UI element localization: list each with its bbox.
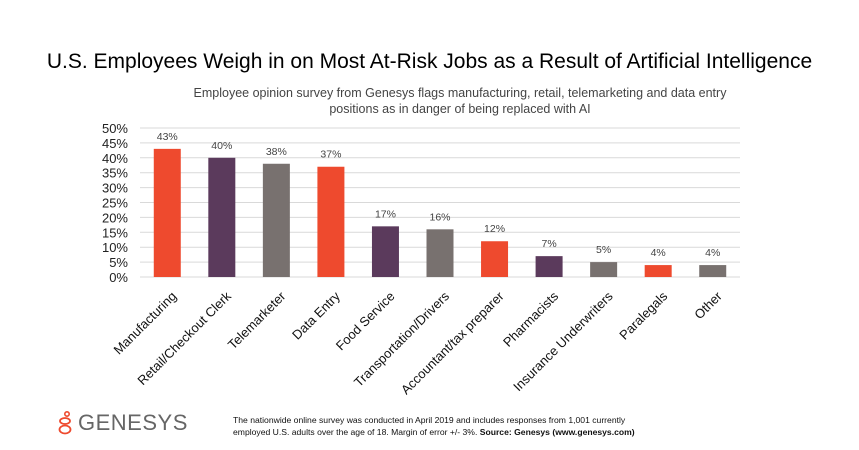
x-tick-label: Insurance Underwriters bbox=[510, 288, 616, 394]
data-label: 40% bbox=[211, 140, 232, 152]
bar bbox=[262, 163, 290, 277]
bar bbox=[644, 265, 672, 277]
data-label: 37% bbox=[320, 149, 341, 161]
data-label: 4% bbox=[651, 247, 666, 259]
footnote: The nationwide online survey was conduct… bbox=[233, 414, 653, 438]
y-tick-label: 40% bbox=[102, 151, 128, 166]
y-tick-label: 10% bbox=[102, 240, 128, 255]
data-label: 4% bbox=[705, 247, 720, 259]
x-tick-label: Accountant/tax preparer bbox=[398, 288, 507, 397]
x-tick-label: Retail/Checkout Clerk bbox=[134, 288, 234, 388]
y-tick-label: 0% bbox=[109, 270, 128, 285]
data-label: 7% bbox=[541, 238, 556, 250]
x-tick-label: Telemarketer bbox=[225, 288, 289, 352]
bar bbox=[426, 229, 454, 277]
footnote-text: The nationwide online survey was conduct… bbox=[233, 415, 626, 437]
bar bbox=[371, 226, 399, 277]
x-tick-label: Data Entry bbox=[289, 288, 343, 342]
data-label: 16% bbox=[429, 211, 450, 223]
data-label: 43% bbox=[157, 131, 178, 143]
bar bbox=[153, 148, 181, 277]
y-tick-label: 45% bbox=[102, 136, 128, 151]
x-tick-label: Transportation/Drivers bbox=[351, 288, 453, 390]
bar bbox=[317, 166, 345, 277]
bar bbox=[535, 256, 563, 277]
y-tick-label: 15% bbox=[102, 225, 128, 240]
y-tick-label: 50% bbox=[102, 121, 128, 136]
bar bbox=[699, 265, 727, 277]
bar bbox=[590, 262, 618, 277]
genesys-logo-icon bbox=[58, 411, 72, 435]
genesys-logo-text: GENESYS bbox=[78, 410, 188, 435]
y-tick-label: 25% bbox=[102, 196, 128, 211]
x-tick-label: Paralegals bbox=[616, 288, 670, 342]
y-tick-label: 35% bbox=[102, 166, 128, 181]
x-tick-label: Other bbox=[691, 288, 725, 322]
chart-title: U.S. Employees Weigh in on Most At-Risk … bbox=[46, 50, 813, 73]
data-label: 17% bbox=[375, 208, 396, 220]
y-tick-label: 20% bbox=[102, 210, 128, 225]
bar bbox=[481, 241, 509, 277]
data-label: 12% bbox=[484, 223, 505, 235]
genesys-logo: GENESYS bbox=[58, 410, 188, 436]
bar bbox=[208, 157, 236, 277]
chart-subtitle: Employee opinion survey from Genesys fla… bbox=[193, 86, 727, 116]
footnote-source: Source: Genesys (www.genesys.com) bbox=[479, 427, 635, 437]
data-label: 5% bbox=[596, 244, 611, 256]
y-tick-label: 5% bbox=[109, 255, 128, 270]
y-tick-label: 30% bbox=[102, 181, 128, 196]
data-label: 38% bbox=[266, 146, 287, 158]
